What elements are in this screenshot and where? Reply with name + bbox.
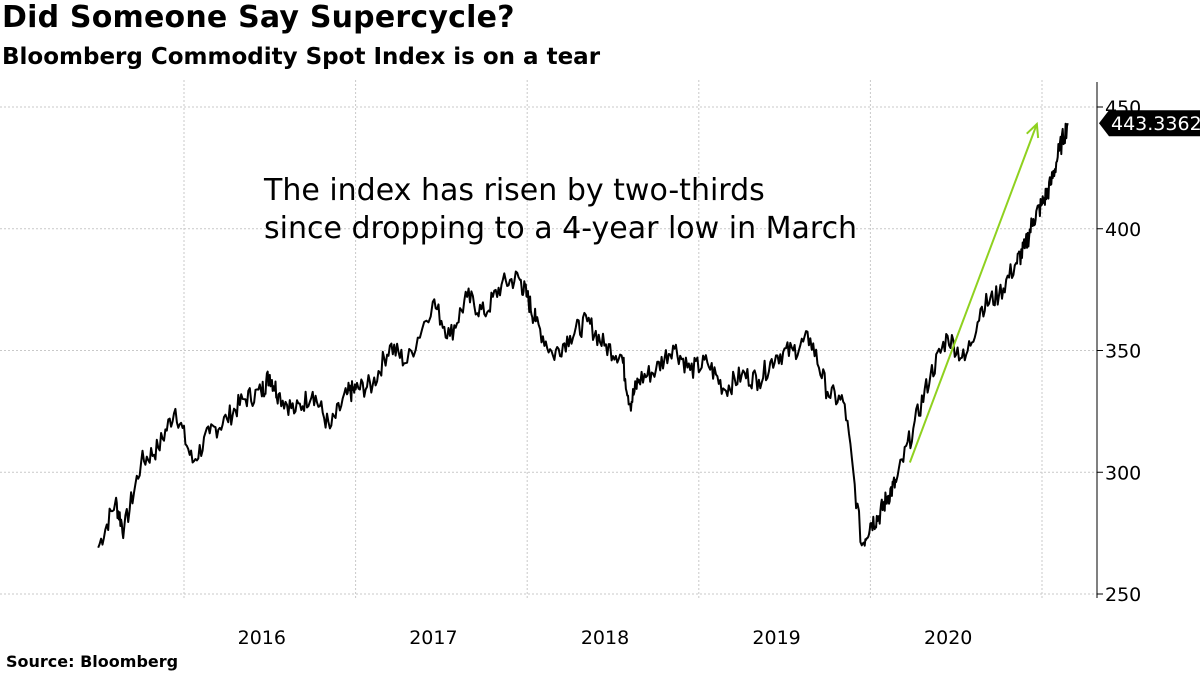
y-tick-label: 400	[1105, 219, 1141, 241]
y-tick-label: 300	[1105, 462, 1141, 484]
trend-arrow	[908, 121, 1040, 463]
x-tick-label: 2017	[409, 627, 457, 649]
chart-subtitle: Bloomberg Commodity Spot Index is on a t…	[2, 44, 601, 70]
x-tick-label: 2020	[924, 627, 972, 649]
x-tick-label: 2018	[581, 627, 629, 649]
x-axis-ticks: 2016 2017 2018 2019 2020	[238, 627, 973, 649]
last-value-tag	[1099, 110, 1200, 137]
source-note: Source: Bloomberg	[6, 652, 179, 671]
y-tick-label: 350	[1105, 341, 1141, 363]
series-line	[97, 122, 1069, 549]
y-tick-label: 250	[1105, 584, 1141, 606]
last-value-marker: 443.3362	[1099, 110, 1200, 137]
annotation-line-2: since dropping to a 4-year low in March	[264, 211, 857, 246]
chart-title: Did Someone Say Supercycle?	[2, 0, 515, 35]
x-tick-label: 2016	[238, 627, 286, 649]
annotation-line-1: The index has risen by two-thirds	[263, 173, 765, 208]
last-value-label: 443.3362	[1111, 113, 1200, 135]
trend-arrow-shaft	[908, 123, 1038, 463]
series-group	[97, 122, 1069, 549]
chart-grid	[0, 80, 1097, 598]
x-tick-label: 2019	[752, 627, 800, 649]
trend-arrow-head	[1026, 121, 1040, 139]
